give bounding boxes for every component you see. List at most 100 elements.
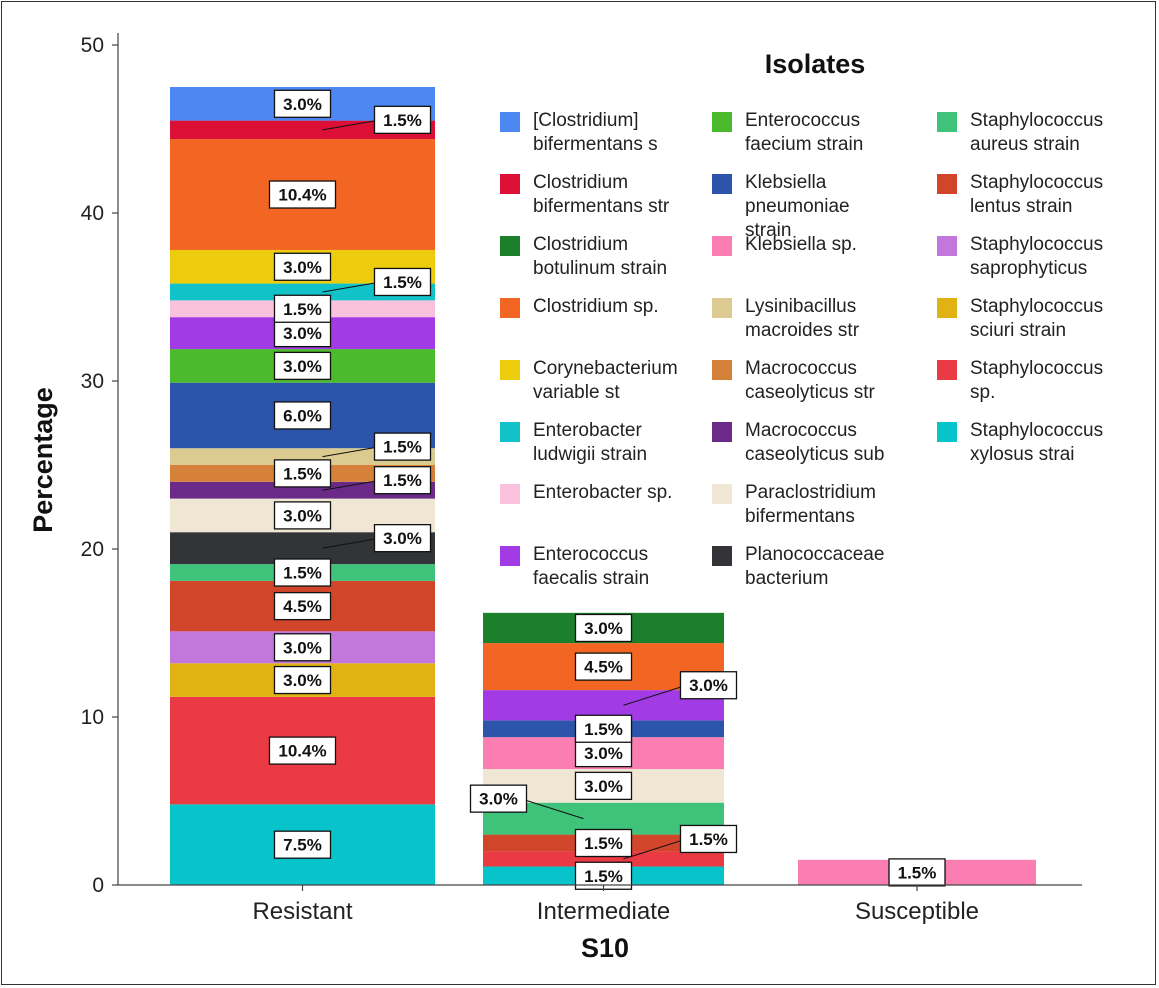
legend-label: botulinum strain bbox=[533, 258, 667, 279]
legend-label: aureus strain bbox=[970, 134, 1080, 155]
segment-label: 4.5% bbox=[283, 597, 322, 616]
bar-segment-resistant-clostridium-bifermentans-str bbox=[170, 120, 435, 140]
legend-label: bifermentans s bbox=[533, 134, 658, 155]
callout-leader bbox=[322, 446, 381, 458]
segment-label-box bbox=[273, 459, 332, 488]
y-tick-label: 50 bbox=[81, 34, 104, 57]
legend-item-staphylococcus-sciuri-strain: Staphylococcus sciuri strain bbox=[937, 296, 1103, 341]
segment-label: 3.0% bbox=[689, 676, 728, 695]
segment-label-box bbox=[373, 267, 432, 297]
legend-item-enterobacter-ludwigii-strain: Enterobacter ludwigii strain bbox=[500, 420, 647, 465]
segment-label: 1.5% bbox=[383, 111, 422, 130]
legend-label: Klebsiella sp. bbox=[745, 234, 857, 255]
x-axis: Resistant Intermediate Susceptible bbox=[118, 884, 1082, 925]
segment-label: 1.5% bbox=[383, 471, 422, 490]
legend-label: xylosus strai bbox=[970, 444, 1075, 465]
segment-label-box bbox=[268, 736, 337, 765]
segment-label-box bbox=[373, 466, 432, 495]
segment-label-box bbox=[888, 858, 946, 887]
legend-swatch bbox=[500, 360, 520, 380]
legend-swatch bbox=[712, 298, 732, 318]
legend-label: Clostridium bbox=[533, 172, 628, 193]
callout-leader bbox=[623, 838, 687, 860]
legend-label: Enterobacter sp. bbox=[533, 482, 672, 503]
segment-label: 1.5% bbox=[283, 300, 322, 319]
y-tick-label: 20 bbox=[81, 538, 104, 561]
segment-label-box bbox=[273, 558, 332, 587]
callout-leader bbox=[623, 684, 687, 706]
legend-item-clostridium-botulinum-strain: Clostridium botulinum strain bbox=[500, 234, 667, 279]
legend-label: macroides str bbox=[745, 320, 860, 341]
bar-segment-intermediate-staphylococcus-sp bbox=[483, 851, 724, 867]
legend-label: Staphylococcus bbox=[970, 234, 1103, 255]
segment-label: 3.0% bbox=[283, 357, 322, 376]
segment-label-box bbox=[273, 351, 332, 381]
bar-segment-resistant-macrococcus-caseolyticus-sub bbox=[170, 481, 435, 499]
segment-label-box bbox=[373, 524, 432, 553]
segment-label-box bbox=[574, 613, 633, 643]
legend-swatch bbox=[937, 360, 957, 380]
legend-label: Planococcaceae bbox=[745, 544, 884, 565]
legend-swatch bbox=[712, 360, 732, 380]
legend-swatch bbox=[500, 422, 520, 442]
segment-label: 3.0% bbox=[584, 619, 623, 638]
legend-item-clostridium-sp: Clostridium sp. bbox=[500, 296, 659, 318]
legend-item-staphylococcus-sp: Staphylococcus sp. bbox=[937, 358, 1103, 403]
legend-swatch bbox=[712, 546, 732, 566]
legend-label: Staphylococcus bbox=[970, 358, 1103, 379]
legend-item-macrococcus-caseolyticus-sub: Macrococcus caseolyticus sub bbox=[712, 420, 884, 465]
legend-label: Enterococcus bbox=[533, 544, 648, 565]
legend-swatch bbox=[937, 174, 957, 194]
segment-label: 3.0% bbox=[584, 744, 623, 763]
segment-label-box bbox=[273, 294, 332, 323]
segment-label-box bbox=[574, 714, 633, 743]
legend-label: Macrococcus bbox=[745, 358, 857, 379]
legend-label: sciuri strain bbox=[970, 320, 1066, 341]
legend: [Clostridium] bifermentans s Clostridium bi… bbox=[500, 110, 1103, 589]
segment-label-box bbox=[273, 252, 332, 281]
segment-label: 10.4% bbox=[278, 186, 326, 205]
legend-label: lentus strain bbox=[970, 196, 1072, 217]
segment-label: 1.5% bbox=[584, 867, 623, 886]
legend-item-staphylococcus-xylosus-strai: Staphylococcus xylosus strai bbox=[937, 420, 1103, 465]
legend-swatch bbox=[712, 174, 732, 194]
legend-label: faecium strain bbox=[745, 134, 863, 155]
segment-label-box bbox=[268, 180, 337, 209]
segment-label-box bbox=[574, 771, 633, 801]
segment-label: 7.5% bbox=[283, 836, 322, 855]
segment-label: 1.5% bbox=[383, 438, 422, 457]
segment-label-box bbox=[273, 318, 332, 348]
segment-label: 3.0% bbox=[283, 506, 322, 525]
segment-label: 6.0% bbox=[283, 406, 322, 425]
y-tick-label: 0 bbox=[92, 874, 104, 897]
legend-item-planococcaceae-bacterium: Planococcaceae bacterium bbox=[712, 544, 884, 589]
segment-label: 4.5% bbox=[584, 658, 623, 677]
legend-label: bacterium bbox=[745, 568, 828, 589]
legend-swatch bbox=[712, 236, 732, 256]
legend-label: pneumoniae bbox=[745, 196, 850, 217]
legend-item-clostridium-bifermentans-str: Clostridium bifermentans str bbox=[500, 172, 670, 217]
legend-item-macrococcus-caseolyticus-str: Macrococcus caseolyticus str bbox=[712, 358, 876, 403]
legend-swatch bbox=[937, 236, 957, 256]
legend-swatch bbox=[500, 236, 520, 256]
callout-leader bbox=[322, 479, 381, 491]
y-axis-title: Percentage bbox=[28, 387, 58, 533]
legend-item-lysinibacillus-macroides-str: Lysinibacillus macroides str bbox=[712, 296, 860, 341]
legend-swatch bbox=[500, 484, 520, 504]
legend-swatch bbox=[712, 484, 732, 504]
segment-label-box bbox=[273, 591, 332, 621]
segment-label-box bbox=[273, 665, 332, 695]
legend-swatch bbox=[937, 298, 957, 318]
segment-label-box bbox=[273, 89, 332, 118]
legend-label: Enterococcus bbox=[745, 110, 860, 131]
legend-label: Corynebacterium bbox=[533, 358, 678, 379]
legend-item-staphylococcus-lentus-strain: Staphylococcus lentus strain bbox=[937, 172, 1103, 217]
segment-label: 1.5% bbox=[689, 830, 728, 849]
legend-swatch bbox=[937, 112, 957, 132]
legend-label: bifermentans str bbox=[533, 196, 670, 217]
segment-label: 3.0% bbox=[584, 777, 623, 796]
legend-label: strain bbox=[745, 220, 791, 241]
segment-label-box bbox=[373, 432, 432, 461]
x-axis-title: S10 bbox=[581, 933, 629, 963]
segment-label: 1.5% bbox=[283, 564, 322, 583]
